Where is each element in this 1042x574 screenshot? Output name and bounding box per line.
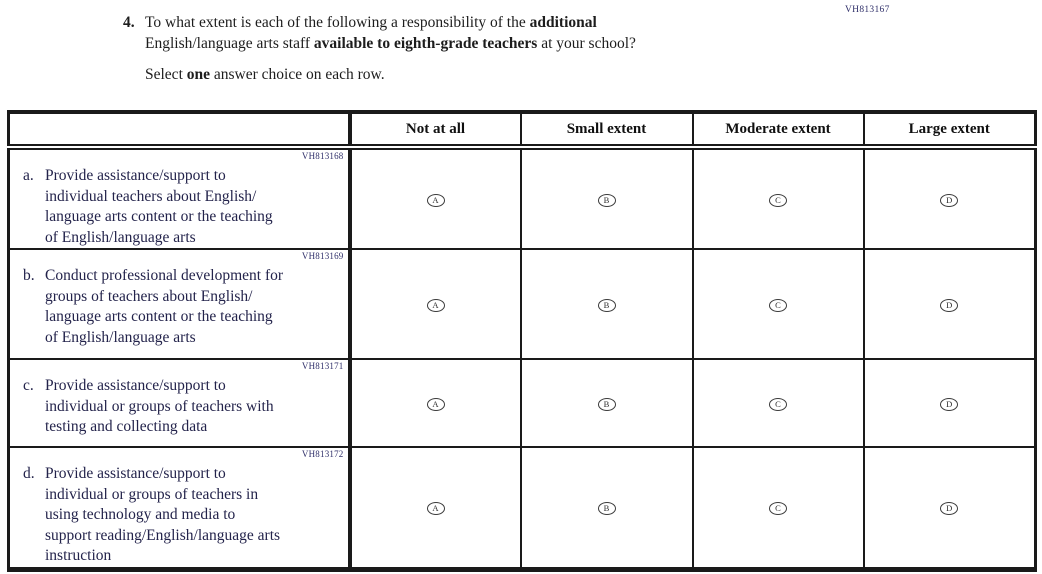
row-stem-text: a. Provide assistance/support to individua… xyxy=(10,150,348,248)
option-cell-d: D xyxy=(862,358,1037,448)
option-cell-b: B xyxy=(519,248,694,360)
row-text-lines: Conduct professional development for grou… xyxy=(45,266,283,348)
text-segment: additional xyxy=(529,14,597,31)
column-header-not-at-all: Not at all xyxy=(348,111,522,150)
row-letter: a. xyxy=(23,167,34,184)
option-bubble-a[interactable]: A xyxy=(426,298,445,312)
row-letter: d. xyxy=(23,465,35,482)
option-cell-c: C xyxy=(691,248,865,360)
column-header-small-extent: Small extent xyxy=(519,111,694,150)
option-bubble-d[interactable]: D xyxy=(940,298,959,312)
option-cell-a: A xyxy=(348,446,522,570)
row-text-line: individual or groups of teachers in xyxy=(45,485,259,503)
option-cell-c: C xyxy=(691,446,865,570)
question-block: 4. To what extent is each of the followi… xyxy=(123,12,823,85)
row-stem-cell: VH813172 d. Provide assistance/support to i… xyxy=(7,446,352,570)
text-segment: Select xyxy=(145,66,187,83)
table-row-a: VH813168 a. Provide assistance/support to i… xyxy=(7,146,1037,250)
option-cell-b: B xyxy=(519,146,694,250)
table-body: VH813168 a. Provide assistance/support to i… xyxy=(7,146,1037,570)
row-stem-text: b. Conduct professional development for gr… xyxy=(10,250,348,348)
option-bubble-b[interactable]: B xyxy=(597,298,616,312)
row-text-line: groups of teachers about English/ xyxy=(45,287,253,305)
text-segment: To what extent is each of the following … xyxy=(145,14,530,31)
table-row-b: VH813169 b. Conduct professional developme… xyxy=(7,248,1037,360)
question-number: 4. xyxy=(123,14,135,31)
option-bubble-a[interactable]: A xyxy=(426,193,445,207)
option-bubble-c[interactable]: C xyxy=(769,298,787,312)
option-bubble-a[interactable]: A xyxy=(426,397,445,411)
row-text-lines: Provide assistance/support to individual … xyxy=(45,464,280,567)
row-text-line: instruction xyxy=(45,547,112,564)
table-row-c: VH813171 c. Provide assistance/support to i… xyxy=(7,358,1037,448)
text-segment: one xyxy=(186,66,210,83)
row-letter: b. xyxy=(23,267,35,284)
text-segment: English/language arts staff xyxy=(145,35,314,52)
row-text-line: individual teachers about English/ xyxy=(45,187,257,205)
option-bubble-d[interactable]: D xyxy=(940,397,959,411)
option-cell-d: D xyxy=(862,146,1037,250)
option-bubble-b[interactable]: B xyxy=(597,397,616,411)
header-row: Not at all Small extent Moderate extent … xyxy=(7,111,1037,150)
row-item-code: VH813169 xyxy=(301,251,344,261)
row-item-code: VH813168 xyxy=(301,151,344,161)
row-item-code: VH813171 xyxy=(301,361,344,371)
question-instruction: Select one answer choice on each row. xyxy=(145,64,636,85)
column-header-large-extent: Large extent xyxy=(862,111,1037,150)
row-text-line: language arts content or the teaching xyxy=(45,308,273,325)
option-cell-a: A xyxy=(348,248,522,360)
row-text-line: Provide assistance/support to xyxy=(45,377,226,394)
row-item-code: VH813172 xyxy=(301,449,344,459)
option-bubble-b[interactable]: B xyxy=(597,502,616,515)
question-line-2: English/language arts staff available to… xyxy=(145,33,636,54)
row-text-lines: Provide assistance/support to individual … xyxy=(45,376,274,438)
option-bubble-c[interactable]: C xyxy=(769,502,787,515)
row-text-line: of English/language arts xyxy=(45,228,196,246)
text-segment: answer choice on each row. xyxy=(210,66,385,83)
row-text-lines: Provide assistance/support to individual … xyxy=(45,166,273,248)
stem-column-header xyxy=(7,111,352,150)
option-cell-d: D xyxy=(862,446,1037,570)
option-cell-d: D xyxy=(862,248,1037,360)
option-cell-b: B xyxy=(519,358,694,448)
question-text: To what extent is each of the following … xyxy=(145,12,636,85)
row-text-line: Provide assistance/support to xyxy=(45,167,226,184)
option-bubble-d[interactable]: D xyxy=(940,193,959,207)
text-segment: at your school? xyxy=(537,35,636,52)
row-text-line: testing and collecting data xyxy=(45,418,208,435)
table-row-d: VH813172 d. Provide assistance/support to i… xyxy=(7,446,1037,570)
option-cell-c: C xyxy=(691,358,865,448)
question-line-1: To what extent is each of the following … xyxy=(145,12,636,33)
row-text-line: using technology and media to xyxy=(45,506,236,523)
row-text-line: language arts content or the teaching xyxy=(45,208,273,225)
option-cell-a: A xyxy=(348,146,522,250)
row-text-line: support reading/English/language arts xyxy=(45,526,281,544)
row-letter: c. xyxy=(23,377,34,394)
row-stem-text: c. Provide assistance/support to individua… xyxy=(10,360,348,438)
option-bubble-a[interactable]: A xyxy=(426,502,445,515)
option-bubble-c[interactable]: C xyxy=(769,397,787,411)
row-text-line: individual or groups of teachers with xyxy=(45,397,274,415)
option-cell-c: C xyxy=(691,146,865,250)
response-matrix-table: Not at all Small extent Moderate extent … xyxy=(7,110,1037,572)
text-segment: available to eighth-grade teachers xyxy=(313,35,538,52)
option-bubble-b[interactable]: B xyxy=(597,193,616,207)
row-text-line: of English/language arts xyxy=(45,328,196,346)
row-stem-cell: VH813168 a. Provide assistance/support to i… xyxy=(7,146,352,250)
row-text-line: Provide assistance/support to xyxy=(45,465,226,482)
option-cell-b: B xyxy=(519,446,694,570)
option-bubble-d[interactable]: D xyxy=(940,502,959,515)
option-bubble-c[interactable]: C xyxy=(769,193,787,207)
column-header-moderate-extent: Moderate extent xyxy=(691,111,865,150)
row-text-line: Conduct professional development for xyxy=(45,267,284,284)
option-cell-a: A xyxy=(348,358,522,448)
row-stem-text: d. Provide assistance/support to individua… xyxy=(10,448,348,567)
row-stem-cell: VH813171 c. Provide assistance/support to i… xyxy=(7,358,352,448)
form-code-top-right: VH813167 xyxy=(845,5,890,15)
row-stem-cell: VH813169 b. Conduct professional developme… xyxy=(7,248,352,360)
